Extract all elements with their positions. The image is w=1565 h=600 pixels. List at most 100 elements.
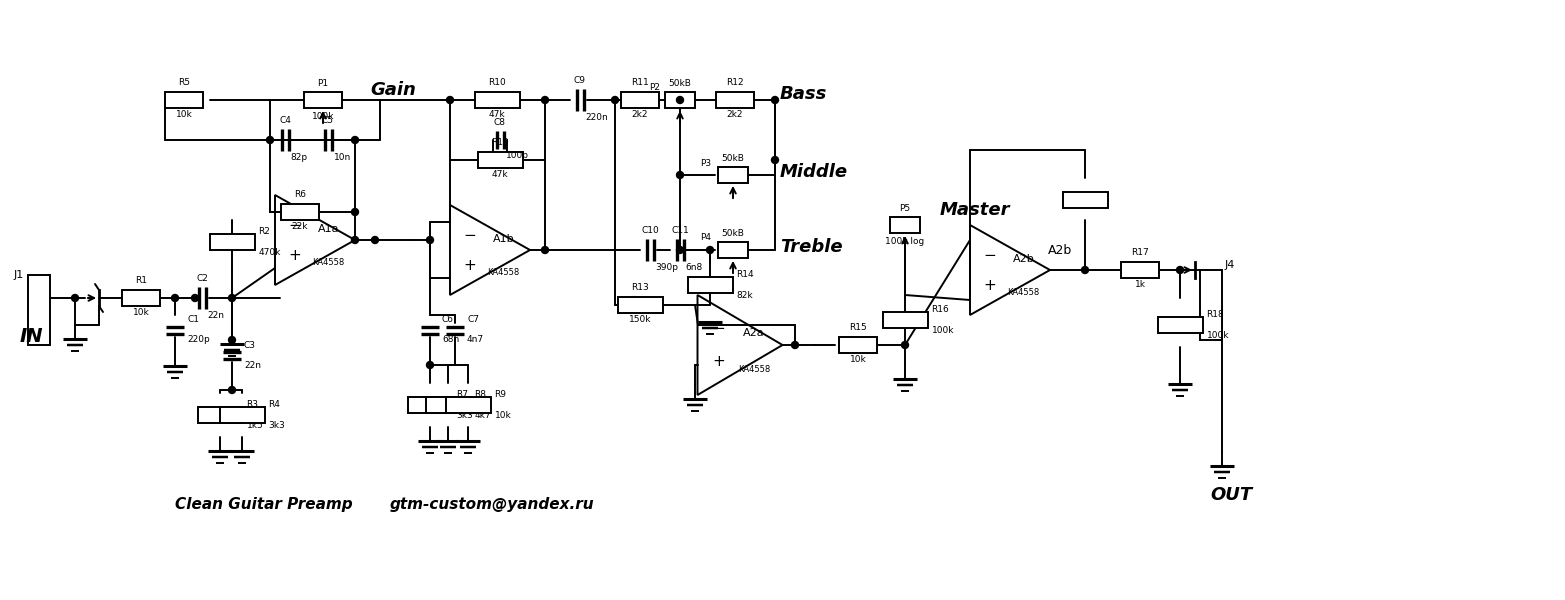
- Circle shape: [352, 136, 358, 143]
- Bar: [28, 275, 50, 345]
- Text: 47k: 47k: [488, 110, 505, 119]
- Text: −: −: [712, 321, 725, 336]
- Text: P4: P4: [700, 233, 711, 242]
- Circle shape: [228, 337, 235, 343]
- Text: R2: R2: [258, 227, 271, 236]
- Text: 100k log: 100k log: [886, 237, 925, 246]
- Bar: [1200, 270, 1222, 340]
- Circle shape: [772, 97, 778, 103]
- Text: C9: C9: [574, 76, 585, 85]
- Circle shape: [1177, 266, 1183, 274]
- Text: Treble: Treble: [779, 238, 842, 256]
- Text: J4: J4: [1225, 260, 1235, 270]
- Text: R13: R13: [631, 283, 649, 292]
- Bar: [197, 407, 243, 423]
- Text: R16: R16: [931, 305, 950, 314]
- Text: 10k: 10k: [133, 308, 149, 317]
- Text: 390p: 390p: [656, 263, 679, 272]
- Text: R14: R14: [737, 270, 754, 279]
- Text: 100k: 100k: [1207, 331, 1229, 340]
- Circle shape: [1081, 266, 1089, 274]
- Text: 10k: 10k: [175, 110, 192, 119]
- Circle shape: [612, 97, 618, 103]
- Text: IN: IN: [20, 328, 44, 346]
- Text: C3: C3: [244, 340, 257, 349]
- Bar: [210, 234, 255, 250]
- Text: R5: R5: [178, 78, 189, 87]
- Text: R1: R1: [135, 276, 147, 285]
- Polygon shape: [275, 195, 355, 285]
- Text: 1k: 1k: [1135, 280, 1146, 289]
- Circle shape: [706, 247, 714, 253]
- Circle shape: [901, 341, 909, 349]
- Text: A1b: A1b: [493, 234, 515, 244]
- Circle shape: [191, 295, 199, 301]
- Text: 22n: 22n: [244, 361, 261, 370]
- Text: 22k: 22k: [291, 222, 308, 231]
- Circle shape: [172, 295, 178, 301]
- Text: A2a: A2a: [743, 328, 765, 337]
- Bar: [718, 242, 748, 258]
- Text: R7: R7: [457, 390, 468, 399]
- Text: C4: C4: [279, 116, 291, 125]
- Polygon shape: [451, 205, 531, 295]
- Text: 10k: 10k: [850, 355, 867, 364]
- Circle shape: [371, 236, 379, 244]
- Bar: [665, 92, 695, 108]
- Bar: [687, 277, 732, 293]
- Text: C7: C7: [466, 316, 479, 325]
- Text: gtm-custom@yandex.ru: gtm-custom@yandex.ru: [390, 497, 595, 512]
- Circle shape: [427, 236, 434, 244]
- Text: 220n: 220n: [585, 113, 609, 122]
- Text: C2: C2: [196, 274, 208, 283]
- Bar: [407, 397, 452, 413]
- Text: 68n: 68n: [441, 335, 459, 344]
- Text: 2k2: 2k2: [726, 110, 743, 119]
- Bar: [883, 312, 928, 328]
- Bar: [219, 407, 264, 423]
- Text: 4n7: 4n7: [466, 335, 484, 344]
- Circle shape: [541, 97, 548, 103]
- Bar: [890, 217, 920, 233]
- Text: 47k: 47k: [491, 170, 509, 179]
- Text: +: +: [984, 277, 997, 292]
- Text: 10n: 10n: [333, 153, 351, 162]
- Bar: [618, 297, 662, 313]
- Text: Middle: Middle: [779, 163, 848, 181]
- Text: +: +: [463, 257, 476, 272]
- Text: 50kB: 50kB: [721, 154, 745, 163]
- Text: Master: Master: [941, 201, 1011, 219]
- Bar: [1063, 192, 1108, 208]
- Text: R17: R17: [1131, 248, 1149, 257]
- Text: Gain: Gain: [369, 81, 416, 99]
- Text: C1: C1: [186, 316, 199, 325]
- Text: Clean Guitar Preamp: Clean Guitar Preamp: [175, 497, 352, 512]
- Text: A2b: A2b: [1049, 244, 1072, 257]
- Bar: [282, 204, 319, 220]
- Text: R10: R10: [488, 78, 505, 87]
- Text: 82p: 82p: [291, 153, 308, 162]
- Text: +: +: [712, 354, 725, 369]
- Text: C10: C10: [642, 226, 659, 235]
- Text: Bass: Bass: [779, 85, 828, 103]
- Text: C8: C8: [495, 118, 505, 127]
- Text: R4: R4: [269, 400, 280, 409]
- Bar: [304, 92, 343, 108]
- Text: R12: R12: [726, 78, 743, 87]
- Text: C6: C6: [441, 316, 454, 325]
- Circle shape: [352, 208, 358, 215]
- Text: +: +: [288, 247, 302, 263]
- Text: 4k7: 4k7: [474, 411, 491, 420]
- Text: R6: R6: [294, 190, 307, 199]
- Text: 50kB: 50kB: [721, 229, 745, 238]
- Circle shape: [541, 247, 548, 253]
- Text: A2b: A2b: [1013, 254, 1034, 264]
- Text: 150k: 150k: [629, 315, 651, 324]
- Circle shape: [352, 236, 358, 244]
- Circle shape: [792, 341, 798, 349]
- Text: KA4558: KA4558: [311, 258, 344, 267]
- Circle shape: [266, 136, 274, 143]
- Bar: [839, 337, 876, 353]
- Bar: [446, 397, 490, 413]
- Circle shape: [676, 247, 684, 253]
